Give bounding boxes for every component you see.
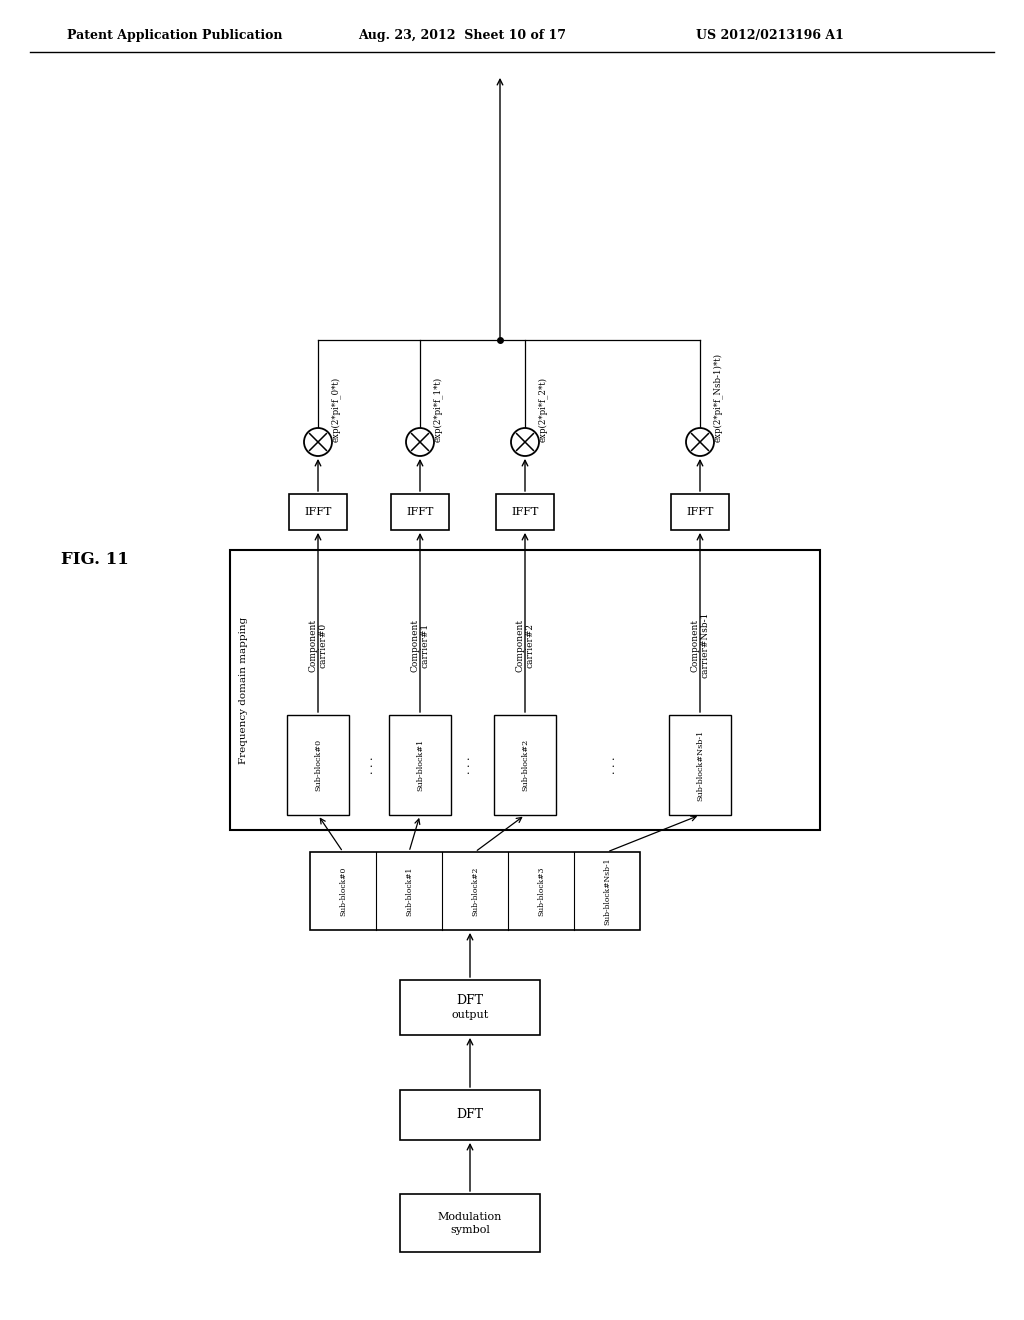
Text: Sub-block#1: Sub-block#1 [406, 866, 413, 916]
Text: Component
carrier#2: Component carrier#2 [515, 619, 535, 672]
Text: US 2012/0213196 A1: US 2012/0213196 A1 [696, 29, 844, 41]
Text: IFFT: IFFT [511, 507, 539, 517]
Bar [391, 494, 449, 531]
Text: IFFT: IFFT [686, 507, 714, 517]
Text: FIG. 11: FIG. 11 [61, 552, 129, 569]
Text: IFFT: IFFT [304, 507, 332, 517]
Bar [400, 1090, 540, 1140]
Bar [494, 715, 556, 814]
Text: Component
carrier#Nsb-1: Component carrier#Nsb-1 [690, 611, 710, 678]
Text: Sub-block#0: Sub-block#0 [314, 739, 322, 791]
Text: Patent Application Publication: Patent Application Publication [68, 29, 283, 41]
Bar [310, 851, 640, 931]
Bar [671, 494, 729, 531]
Text: Sub-block#Nsb-1: Sub-block#Nsb-1 [696, 730, 705, 801]
Text: Component
carrier#0: Component carrier#0 [308, 619, 328, 672]
Text: . . .: . . . [365, 756, 375, 774]
Text: Component
carrier#1: Component carrier#1 [411, 619, 430, 672]
Text: exp(2*pi*f_Nsb-1)*t): exp(2*pi*f_Nsb-1)*t) [713, 352, 723, 442]
Text: Sub-block#0: Sub-block#0 [339, 866, 347, 916]
Text: Aug. 23, 2012  Sheet 10 of 17: Aug. 23, 2012 Sheet 10 of 17 [358, 29, 566, 41]
Text: exp(2*pi*f_0*t): exp(2*pi*f_0*t) [331, 376, 341, 442]
Text: IFFT: IFFT [407, 507, 434, 517]
Text: exp(2*pi*f_1*t): exp(2*pi*f_1*t) [433, 376, 443, 442]
Bar [289, 494, 347, 531]
Text: output: output [452, 1010, 488, 1019]
Text: symbol: symbol [451, 1225, 489, 1236]
Circle shape [686, 428, 714, 455]
Bar [496, 494, 554, 531]
Text: Sub-block#2: Sub-block#2 [521, 739, 529, 791]
Circle shape [304, 428, 332, 455]
Text: . . .: . . . [607, 756, 617, 774]
Text: Sub-block#3: Sub-block#3 [537, 866, 545, 916]
Text: DFT: DFT [457, 1109, 483, 1122]
Text: Sub-block#1: Sub-block#1 [416, 739, 424, 791]
Text: Sub-block#Nsb-1: Sub-block#Nsb-1 [603, 857, 611, 925]
Text: Modulation: Modulation [438, 1212, 502, 1222]
Bar [287, 715, 349, 814]
Text: Frequency domain mapping: Frequency domain mapping [239, 616, 248, 764]
Circle shape [406, 428, 434, 455]
Circle shape [511, 428, 539, 455]
Bar [400, 1195, 540, 1251]
Bar [389, 715, 451, 814]
Text: . . .: . . . [462, 756, 472, 774]
Bar [669, 715, 731, 814]
Bar [400, 979, 540, 1035]
Text: exp(2*pi*f_2*t): exp(2*pi*f_2*t) [538, 378, 548, 442]
Bar [230, 550, 820, 830]
Text: Sub-block#2: Sub-block#2 [471, 866, 479, 916]
Text: DFT: DFT [457, 994, 483, 1007]
